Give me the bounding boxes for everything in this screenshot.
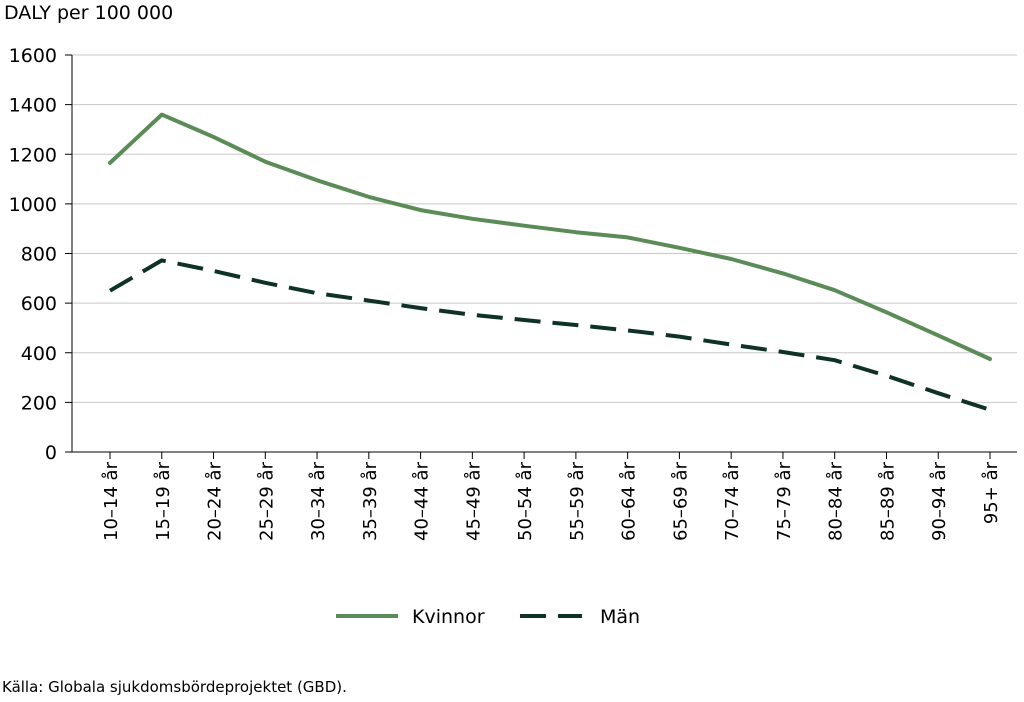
y-axis-title: DALY per 100 000 xyxy=(4,2,174,24)
axes xyxy=(65,54,1017,459)
x-tick-label: 80–84 år xyxy=(826,461,847,541)
y-tick-label: 1400 xyxy=(9,95,57,117)
gridlines xyxy=(72,54,1017,403)
x-tick-label: 65–69 år xyxy=(670,461,691,541)
x-tick-label: 55–59 år xyxy=(567,461,588,541)
x-tick-label: 35–39 år xyxy=(360,461,381,541)
x-tick-label: 70–74 år xyxy=(722,461,743,541)
y-tick-label: 200 xyxy=(21,392,57,414)
x-tick-label: 85–89 år xyxy=(877,461,898,541)
y-tick-label: 400 xyxy=(21,343,57,365)
y-tick-label: 600 xyxy=(21,293,57,315)
legend-label: Män xyxy=(600,606,640,628)
x-tick-label: 25–29 år xyxy=(256,461,277,541)
line-chart: 0 200 400 600 800 1000 1200 1400 1600 10–14 år 15… xyxy=(9,45,1017,628)
y-tick-label: 800 xyxy=(21,244,57,266)
x-tick-label: 75–79 år xyxy=(774,461,795,541)
x-tick-label: 40–44 år xyxy=(412,461,433,541)
x-tick-label: 30–34 år xyxy=(308,461,329,541)
x-tick-label: 60–64 år xyxy=(619,461,640,541)
y-tick-label: 1000 xyxy=(9,194,57,216)
x-tick-label: 95+ år xyxy=(981,461,1002,524)
series-lines xyxy=(108,112,992,412)
x-tick-label: 10–14 år xyxy=(101,461,122,541)
x-tick-label: 20–24 år xyxy=(205,461,226,541)
x-tick-label: 50–54 år xyxy=(515,461,536,541)
y-tick-label: 1600 xyxy=(9,45,57,67)
legend: Kvinnor Män xyxy=(336,606,640,628)
legend-label: Kvinnor xyxy=(412,606,485,628)
y-tick-label: 0 xyxy=(45,442,57,464)
source-note: Källa: Globala sjukdomsbördeprojektet (G… xyxy=(2,678,347,696)
y-tick-labels: 0 200 400 600 800 1000 1200 1400 1600 xyxy=(9,45,57,464)
x-tick-labels: 10–14 år 15–19 år 20–24 år 25–29 år 30–34 år… xyxy=(101,461,1002,541)
series-line-kvinnor xyxy=(108,112,992,361)
x-tick-label: 45–49 år xyxy=(463,461,484,541)
x-tick-label: 90–94 år xyxy=(929,461,950,541)
series-line-man xyxy=(108,258,991,412)
y-tick-label: 1200 xyxy=(9,144,57,166)
x-tick-label: 15–19 år xyxy=(153,461,174,541)
